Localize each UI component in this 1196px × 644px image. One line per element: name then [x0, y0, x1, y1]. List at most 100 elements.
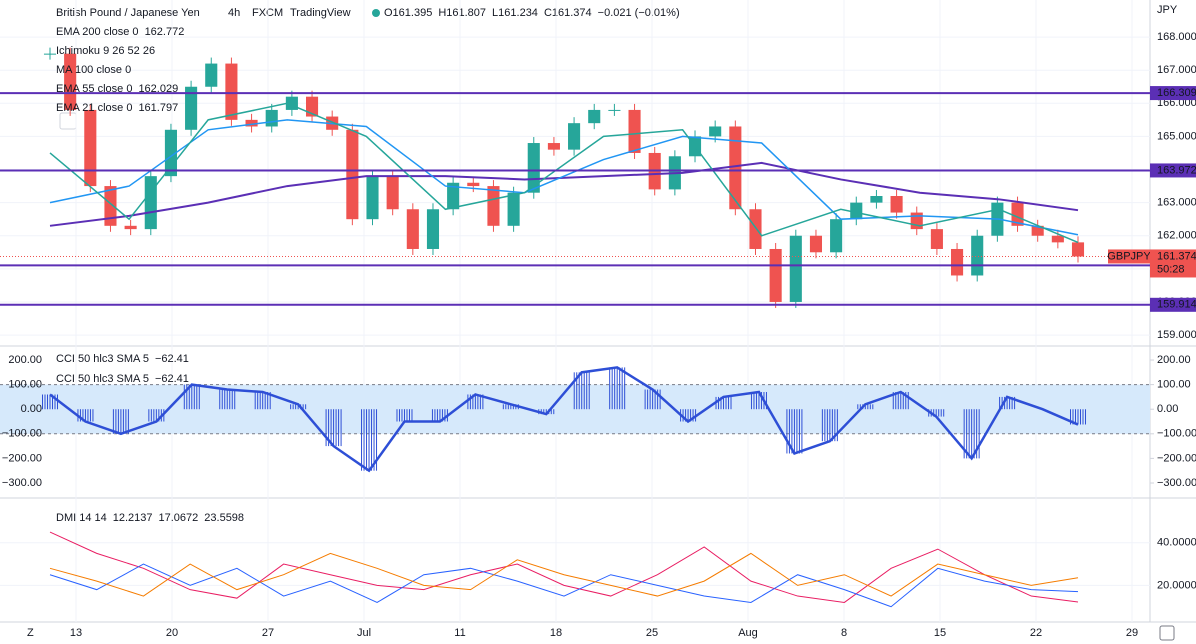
platform: TradingView — [290, 7, 351, 19]
candle-body — [144, 176, 157, 230]
level-label: 159.914 — [1157, 299, 1196, 311]
candle-body — [628, 109, 641, 153]
candle-body — [164, 129, 177, 177]
level-tag — [1150, 163, 1196, 178]
y-tick-label: −300.00 — [1157, 477, 1196, 489]
legend-name: EMA 55 close 0 — [56, 83, 132, 95]
x-tick-label: 27 — [262, 627, 274, 639]
x-tick-label: 20 — [166, 627, 178, 639]
x-tick-label: 29 — [1126, 627, 1138, 639]
ohlc-value: −0.021 (−0.01%) — [598, 7, 680, 19]
y-tick-label-left: −200.00 — [2, 452, 42, 464]
candle-body — [1011, 202, 1024, 226]
settings-icon[interactable] — [1159, 625, 1175, 641]
cci-band — [0, 384, 1150, 434]
candle-body — [890, 196, 903, 213]
candle-body — [729, 126, 742, 210]
y-tick-label: 168.000 — [1157, 31, 1196, 43]
candle-body — [910, 212, 923, 230]
x-tick-label: 8 — [841, 627, 847, 639]
level-label: 166.309 — [1157, 87, 1196, 99]
dmi-legend-value: 23.5598 — [204, 512, 244, 524]
candle-body — [789, 235, 802, 302]
ohlc-value: O161.395 — [384, 7, 432, 19]
y-tick-label-left: −300.00 — [2, 477, 42, 489]
x-tick-label: Jul — [357, 627, 371, 639]
candle-body — [346, 129, 359, 220]
candle-body — [64, 53, 77, 110]
indicator-line — [49, 161, 1079, 227]
level-label: 163.972 — [1157, 164, 1196, 176]
ohlc-value: L161.234 — [492, 7, 538, 19]
candle-body — [588, 109, 601, 124]
symbol-tag — [1108, 249, 1150, 264]
candle-body — [43, 53, 57, 55]
candle-body — [930, 229, 943, 249]
y-tick-label: −100.00 — [1157, 428, 1196, 440]
candle-body — [406, 209, 419, 249]
candle-body — [426, 209, 440, 249]
currency[interactable]: JPY — [1157, 4, 1178, 16]
candle-body — [245, 119, 258, 127]
countdown: 50:28 — [1157, 263, 1185, 275]
y-tick-label: 100.00 — [1157, 379, 1191, 391]
candle-body — [749, 209, 762, 249]
x-tick-label: 22 — [1030, 627, 1042, 639]
cci-legend: CCI 50 hlc3 SMA 5 — [56, 353, 149, 365]
y-tick-label: 162.000 — [1157, 230, 1196, 242]
candle-body — [709, 126, 722, 137]
candle-body — [104, 186, 117, 226]
y-tick-label: 167.000 — [1157, 64, 1196, 76]
candle-body — [1051, 235, 1064, 243]
y-tick-label-left: 0.00 — [21, 403, 42, 415]
x-tick-label: 15 — [934, 627, 946, 639]
legend-hidden: MA 100 close 0 — [56, 64, 131, 76]
x-tick-label: 25 — [646, 627, 658, 639]
y-tick-label: 20.0000 — [1157, 579, 1196, 591]
status-dot — [372, 9, 380, 17]
x-tick-label: 11 — [454, 627, 465, 639]
x-tick-label: Aug — [738, 627, 758, 639]
interval: 4h — [228, 7, 240, 19]
legend-hidden: Ichimoku 9 26 52 26 — [56, 45, 155, 57]
dmi-line — [49, 563, 1079, 608]
candle-body — [951, 248, 964, 276]
last-price: 161.374 — [1157, 250, 1196, 262]
y-tick-label-left: 200.00 — [8, 354, 42, 366]
candle-body — [265, 109, 278, 127]
y-tick-label: −200.00 — [1157, 452, 1196, 464]
candle-body — [568, 123, 581, 150]
legend-name: EMA 21 close 0 — [56, 102, 132, 114]
dmi-line — [49, 531, 1079, 603]
candle-body — [225, 63, 238, 120]
candle-body — [84, 109, 97, 187]
y-tick-label: 159.000 — [1157, 329, 1196, 341]
ohlc-value: H161.807 — [438, 7, 486, 19]
candle-body — [1071, 242, 1085, 257]
candle-body — [1031, 225, 1044, 236]
price-tag — [1150, 249, 1196, 278]
candle-body — [366, 176, 379, 220]
dmi-legend: DMI 14 14 — [56, 512, 107, 524]
candle-body — [547, 143, 560, 150]
cci-legend: CCI 50 hlc3 SMA 5 — [56, 373, 149, 385]
candle-body — [830, 219, 843, 253]
candle-body — [447, 182, 460, 210]
header: British Pound / Japanese Yen 4h FXCM Tra… — [56, 4, 1178, 19]
dmi-legend-value: 17.0672 — [159, 512, 199, 524]
candle-body — [467, 182, 480, 187]
cci-legend-value: −62.41 — [155, 373, 189, 385]
collapse-legend[interactable] — [59, 112, 77, 130]
candle-body — [185, 86, 198, 130]
timezone-icon[interactable]: Z — [27, 627, 34, 639]
candle-body — [124, 225, 137, 230]
candle-body — [527, 143, 540, 193]
ohlc-value: C161.374 — [544, 7, 592, 19]
y-tick-label: 165.000 — [1157, 130, 1196, 142]
y-tick-label: 0.00 — [1157, 403, 1178, 415]
legend-value: 161.797 — [138, 102, 178, 114]
candle-body — [809, 235, 823, 253]
legend-value: 162.029 — [138, 83, 178, 95]
candle-body — [487, 186, 500, 226]
